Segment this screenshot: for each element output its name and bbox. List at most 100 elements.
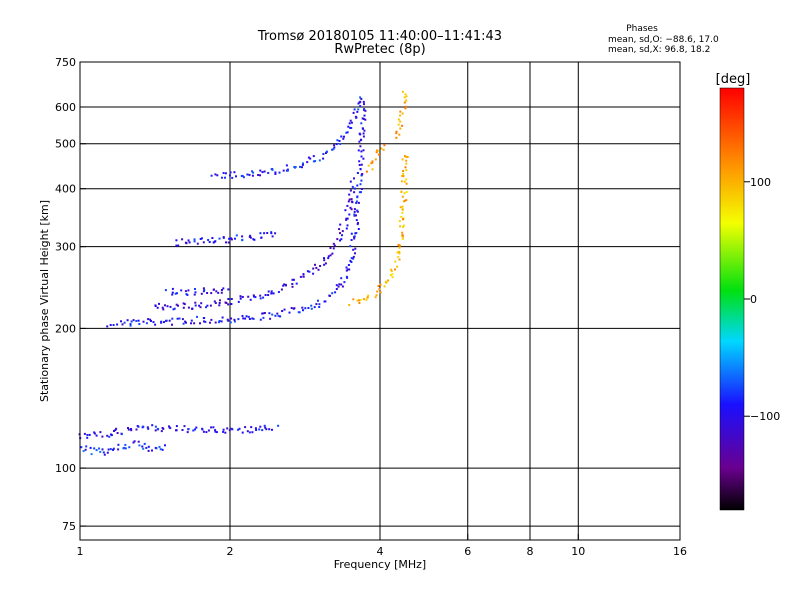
echo-point bbox=[218, 302, 221, 304]
echo-point bbox=[277, 291, 280, 293]
echo-point bbox=[401, 208, 404, 211]
echo-point bbox=[405, 191, 408, 193]
echo-point bbox=[253, 238, 256, 241]
echo-point bbox=[163, 321, 165, 324]
echo-point bbox=[299, 165, 301, 168]
echo-point bbox=[186, 294, 189, 296]
echo-point bbox=[142, 447, 145, 450]
echo-point bbox=[120, 433, 123, 436]
echo-point bbox=[182, 322, 185, 325]
echo-point bbox=[377, 285, 380, 287]
echo-point bbox=[112, 447, 115, 450]
echo-point bbox=[355, 232, 358, 234]
echo-point bbox=[257, 174, 260, 176]
echo-point bbox=[237, 318, 240, 321]
echo-point bbox=[345, 266, 348, 269]
colorbar-label: [deg] bbox=[716, 72, 751, 87]
echo-point bbox=[154, 304, 157, 307]
echo-point bbox=[224, 301, 227, 304]
echo-point bbox=[248, 173, 251, 176]
echo-point bbox=[361, 117, 364, 120]
echo-point bbox=[401, 158, 404, 161]
echo-point bbox=[374, 158, 377, 161]
data-points bbox=[78, 90, 409, 456]
echo-point bbox=[225, 241, 227, 244]
echo-point bbox=[398, 220, 401, 223]
echo-point bbox=[160, 430, 163, 433]
echo-point bbox=[250, 426, 253, 429]
echo-point bbox=[159, 448, 162, 451]
echo-point bbox=[226, 427, 229, 430]
echo-point bbox=[237, 428, 240, 431]
echo-point bbox=[147, 445, 150, 448]
echo-point bbox=[171, 293, 174, 296]
echo-point bbox=[385, 280, 388, 283]
echo-point bbox=[283, 283, 286, 286]
echo-point bbox=[361, 127, 364, 130]
echo-point bbox=[401, 175, 404, 177]
echo-point bbox=[193, 293, 196, 296]
echo-point bbox=[401, 90, 404, 93]
echo-point bbox=[359, 105, 362, 108]
echo-point bbox=[397, 123, 400, 126]
echo-point bbox=[359, 191, 362, 194]
echo-point bbox=[329, 254, 332, 257]
echo-point bbox=[218, 304, 221, 307]
echo-point bbox=[404, 155, 407, 158]
echo-point bbox=[113, 430, 115, 432]
echo-point bbox=[267, 172, 270, 174]
echo-point bbox=[353, 235, 356, 238]
echo-point bbox=[207, 429, 210, 432]
echo-point bbox=[401, 231, 404, 234]
echo-point bbox=[93, 447, 96, 450]
echo-point bbox=[345, 217, 348, 220]
echo-point bbox=[405, 182, 408, 185]
echo-point bbox=[332, 148, 335, 151]
echo-point bbox=[122, 447, 125, 450]
echo-point bbox=[363, 108, 366, 111]
echo-point bbox=[227, 241, 230, 244]
echo-point bbox=[138, 444, 141, 447]
echo-point bbox=[175, 303, 178, 306]
echo-point bbox=[209, 321, 211, 324]
echo-point bbox=[319, 265, 322, 267]
echo-point bbox=[367, 294, 370, 297]
echo-point bbox=[324, 300, 327, 303]
echo-point bbox=[362, 100, 365, 103]
echo-point bbox=[383, 285, 386, 288]
echo-point bbox=[354, 187, 356, 190]
echo-point bbox=[151, 449, 153, 452]
echo-point bbox=[396, 251, 399, 254]
echo-point bbox=[363, 103, 365, 106]
echo-point bbox=[376, 290, 379, 293]
echo-point bbox=[360, 188, 363, 190]
echo-point bbox=[302, 162, 304, 165]
echo-point bbox=[272, 292, 275, 295]
echo-point bbox=[351, 201, 354, 204]
echo-point bbox=[339, 232, 341, 235]
echo-point bbox=[397, 118, 400, 121]
echo-point bbox=[187, 289, 190, 292]
echo-point bbox=[360, 155, 363, 158]
echo-point bbox=[327, 257, 330, 260]
echo-point bbox=[359, 133, 362, 136]
echo-point bbox=[138, 323, 141, 325]
echo-point bbox=[377, 153, 380, 156]
echo-point bbox=[362, 135, 365, 138]
phase-stats-header: Phases bbox=[626, 24, 658, 34]
echo-point bbox=[222, 172, 225, 174]
echo-point bbox=[343, 281, 346, 284]
echo-point bbox=[364, 118, 367, 121]
echo-point bbox=[333, 146, 336, 149]
echo-point bbox=[350, 257, 353, 260]
echo-point bbox=[269, 317, 272, 320]
echo-point bbox=[375, 151, 378, 154]
echo-point bbox=[103, 453, 106, 456]
echo-point bbox=[317, 268, 320, 271]
echo-point bbox=[261, 171, 264, 174]
echo-point bbox=[204, 320, 207, 323]
echo-point bbox=[263, 232, 266, 235]
echo-point bbox=[302, 275, 305, 278]
echo-point bbox=[252, 171, 255, 174]
echo-point bbox=[168, 426, 171, 429]
